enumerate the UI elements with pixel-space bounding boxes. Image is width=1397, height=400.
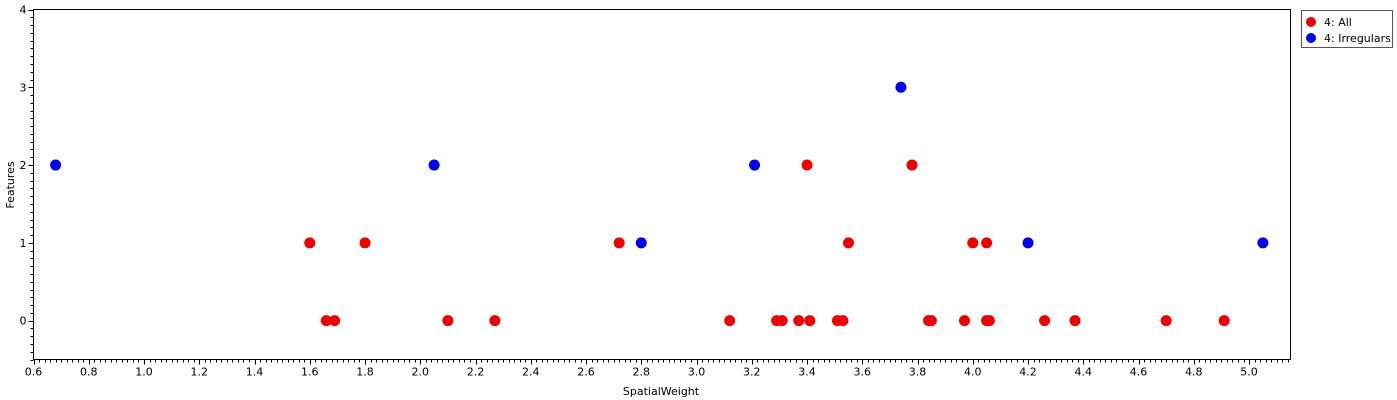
point-all — [959, 315, 971, 327]
x-tick-label: 2.4 — [522, 366, 540, 379]
point-irregulars — [895, 81, 907, 93]
point-all — [842, 237, 854, 249]
x-axis-title: SpatialWeight — [623, 385, 700, 398]
x-tick-label: 3.0 — [688, 366, 706, 379]
point-all — [925, 315, 937, 327]
point-all — [804, 315, 816, 327]
point-all — [320, 315, 332, 327]
point-all — [359, 237, 371, 249]
point-all — [1069, 315, 1081, 327]
y-tick-label: 4 — [20, 4, 27, 17]
x-tick-label: 4.6 — [1130, 366, 1148, 379]
x-tick-label: 0.6 — [25, 366, 43, 379]
y-axis-title: Features — [4, 161, 17, 209]
point-all — [983, 315, 995, 327]
y-tick-label: 0 — [20, 315, 27, 328]
x-tick-label: 4.4 — [1075, 366, 1093, 379]
point-all — [489, 315, 501, 327]
x-tick-label: 1.8 — [356, 366, 374, 379]
point-irregulars — [749, 159, 761, 171]
x-tick-label: 1.2 — [191, 366, 209, 379]
point-irregulars — [1257, 237, 1269, 249]
x-tick-label: 5.0 — [1240, 366, 1258, 379]
x-tick-label: 0.8 — [80, 366, 98, 379]
x-tick-label: 3.4 — [798, 366, 816, 379]
point-all — [442, 315, 454, 327]
point-all — [981, 237, 993, 249]
x-tick-label: 4.2 — [1019, 366, 1037, 379]
x-tick-label: 1.6 — [301, 366, 319, 379]
x-tick-label: 4.8 — [1185, 366, 1203, 379]
x-tick-label: 2.8 — [633, 366, 651, 379]
x-tick-label: 1.0 — [135, 366, 153, 379]
y-tick-label: 2 — [20, 159, 27, 172]
point-all — [776, 315, 788, 327]
x-tick-label: 1.4 — [246, 366, 264, 379]
y-tick-label: 1 — [20, 237, 27, 250]
point-all — [329, 315, 341, 327]
point-all — [1218, 315, 1230, 327]
y-axis: 0 1 2 3 4 — [20, 4, 34, 361]
legend: 4: All 4: Irregulars — [1301, 10, 1393, 48]
point-all — [724, 315, 736, 327]
point-all — [1160, 315, 1172, 327]
point-irregulars — [1022, 237, 1034, 249]
x-tick-label: 2.6 — [577, 366, 595, 379]
point-all — [906, 159, 918, 171]
data-points — [50, 81, 1269, 327]
legend-marker-all — [1306, 17, 1316, 27]
point-all — [967, 237, 979, 249]
point-irregulars — [428, 159, 440, 171]
point-irregulars — [50, 159, 62, 171]
point-all — [793, 315, 805, 327]
point-all — [613, 237, 625, 249]
x-tick-label: 3.8 — [909, 366, 927, 379]
x-tick-label: 2.2 — [467, 366, 485, 379]
legend-item-irregulars: 4: Irregulars — [1306, 30, 1391, 46]
point-all — [837, 315, 849, 327]
x-tick-label: 2.0 — [412, 366, 430, 379]
legend-item-all: 4: All — [1306, 14, 1352, 30]
point-all — [1039, 315, 1051, 327]
point-all — [801, 159, 813, 171]
legend-label-all: 4: All — [1324, 15, 1352, 29]
plot-area — [33, 9, 1291, 360]
y-tick-label: 3 — [20, 81, 27, 94]
x-tick-label: 3.6 — [854, 366, 872, 379]
x-axis: 0.6 0.8 1.0 1.2 1.4 1.6 1.8 2.0 2.2 2.4 2.6 2.8 3.0 3… — [25, 359, 1289, 379]
x-tick-label: 4.0 — [964, 366, 982, 379]
legend-marker-irregulars — [1306, 33, 1316, 43]
x-tick-label: 3.2 — [743, 366, 761, 379]
legend-label-irregulars: 4: Irregulars — [1324, 31, 1391, 45]
point-irregulars — [635, 237, 647, 249]
point-all — [304, 237, 316, 249]
